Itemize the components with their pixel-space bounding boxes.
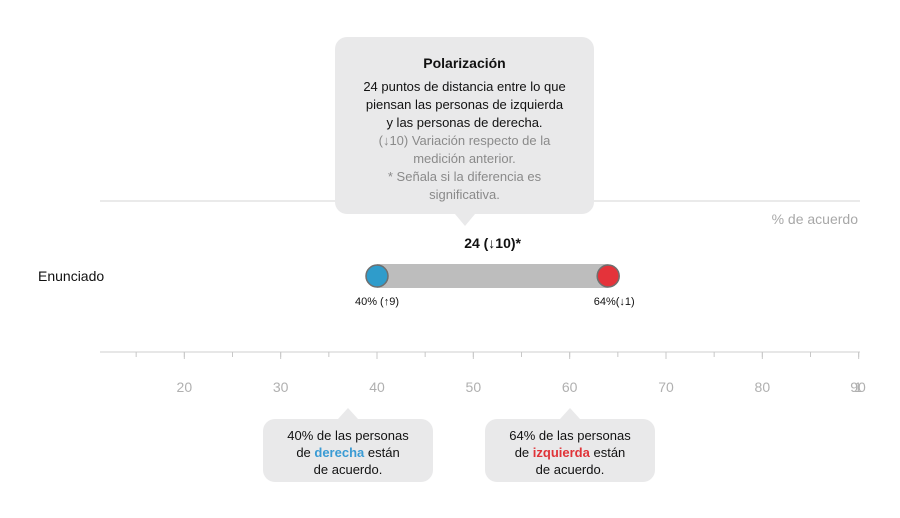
tooltip-note: (↓10) Variación respecto de la	[378, 133, 551, 148]
x-tick-label: 80	[755, 379, 771, 395]
tooltip-title: Polarización	[423, 55, 506, 71]
tooltip-line: 24 puntos de distancia entre lo que	[363, 79, 566, 94]
legend-derecha-line1: 40% de las personas	[287, 428, 409, 443]
legend-izquierda-suffix: están	[589, 445, 626, 460]
legend-izquierda-pointer	[560, 408, 580, 419]
x-tick-label: 70	[658, 379, 674, 395]
tooltip-note: significativa.	[429, 187, 500, 202]
x-tick-label: 60	[562, 379, 578, 395]
tooltip-line: y las personas de derecha.	[386, 115, 543, 130]
tooltip-pointer	[455, 214, 475, 226]
tooltip-note: * Señala si la diferencia es	[387, 169, 542, 184]
legend-izquierda-line2: de izquierda están	[485, 444, 655, 461]
value-label-izquierda: 64%(↓1)	[594, 296, 635, 308]
unit-label: % de acuerdo	[772, 211, 859, 227]
x-tick-label: 90	[850, 379, 866, 395]
point-izquierda	[596, 264, 620, 288]
gap-label: 24 (↓10)*	[464, 235, 521, 251]
x-tick-label: 20	[177, 379, 193, 395]
legend-izquierda-prefix: de	[514, 445, 533, 460]
legend-derecha-suffix: están	[364, 445, 400, 460]
legend-derecha-box: 40% de las personas de derecha están de …	[263, 408, 433, 482]
x-tick-label: 40	[369, 379, 385, 395]
legend-izquierda-box: 64% de las personas de izquierda están d…	[485, 408, 655, 482]
polarization-tooltip: Polarización 24 puntos de distancia entr…	[335, 37, 594, 226]
tooltip-line: piensan las personas de izquierda	[365, 97, 564, 112]
legend-derecha-prefix: de	[296, 445, 315, 460]
row-label: Enunciado	[38, 268, 104, 284]
legend-izquierda-line1: 64% de las personas	[509, 428, 631, 443]
legend-izquierda-line3: de acuerdo.	[535, 462, 605, 477]
legend-derecha-line3: de acuerdo.	[313, 462, 383, 477]
point-derecha	[365, 264, 389, 288]
value-label-derecha: 40% (↑9)	[355, 296, 399, 308]
legend-derecha-line2: de derecha están	[263, 444, 433, 461]
x-tick-label: 30	[273, 379, 289, 395]
x-tick-label: 50	[466, 379, 482, 395]
tooltip-note: medición anterior.	[413, 151, 516, 166]
x-tick-label: 1	[854, 379, 862, 395]
legend-derecha-keyword: derecha	[314, 445, 365, 460]
legend-derecha-pointer	[338, 408, 358, 419]
legend-izquierda-keyword: izquierda	[532, 445, 590, 460]
